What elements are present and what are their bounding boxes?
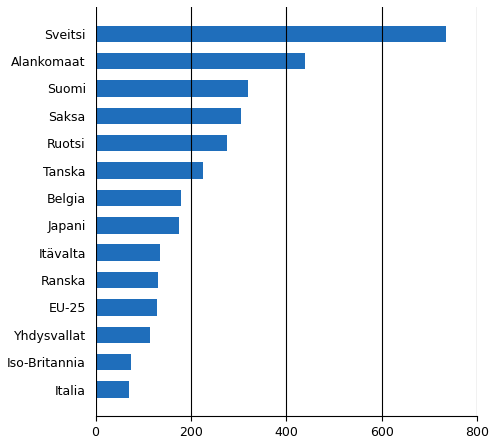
Bar <box>96 381 129 398</box>
Bar <box>96 25 446 42</box>
Bar <box>96 217 179 234</box>
Bar <box>96 299 157 316</box>
Bar <box>96 354 131 370</box>
Bar <box>96 244 160 261</box>
Bar <box>96 107 241 124</box>
Bar <box>96 135 227 152</box>
Bar <box>96 162 203 179</box>
Bar <box>96 272 158 288</box>
Bar <box>96 53 306 69</box>
Bar <box>96 326 150 343</box>
Bar <box>96 190 182 206</box>
Bar <box>96 80 248 97</box>
